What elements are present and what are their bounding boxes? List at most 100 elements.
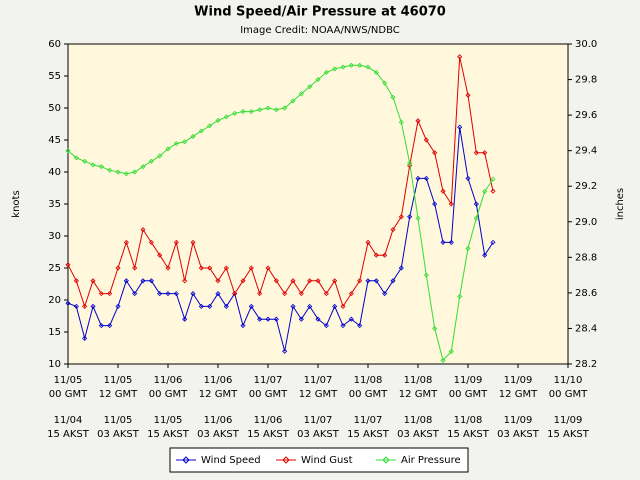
data-point: [157, 153, 163, 159]
x-local-tick-label: 11/07: [354, 415, 383, 426]
data-point: [140, 227, 146, 233]
data-point: [340, 323, 346, 329]
x-local-tick-label: 03 AKST: [97, 429, 140, 440]
data-point: [323, 69, 329, 76]
data-point: [232, 291, 238, 297]
y-axis-label: knots: [11, 190, 22, 217]
data-point: [340, 303, 346, 309]
data-point: [490, 188, 496, 194]
y-tick-label: 55: [48, 71, 61, 82]
data-point: [190, 239, 196, 245]
x-tick-label: 00 GMT: [49, 389, 88, 400]
x-local-tick-label: 03 AKST: [497, 429, 540, 440]
legend-label: Air Pressure: [401, 455, 461, 466]
y2-tick-label: 30.0: [575, 39, 597, 50]
data-point: [482, 150, 488, 156]
data-point: [432, 201, 438, 207]
data-point: [457, 124, 463, 130]
data-point: [240, 278, 246, 284]
legend-label: Wind Speed: [201, 455, 261, 466]
y2-tick-label: 28.8: [575, 252, 597, 263]
data-point: [173, 239, 179, 245]
data-point: [365, 278, 371, 284]
plot-area: [67, 43, 569, 365]
data-point: [482, 252, 488, 258]
x-local-tick-label: 11/05: [104, 415, 133, 426]
x-tick-label: 11/07: [254, 375, 283, 386]
x-local-tick-label: 15 AKST: [347, 429, 390, 440]
data-point: [332, 66, 338, 72]
data-point: [215, 278, 221, 284]
data-point: [123, 171, 129, 177]
data-point: [98, 291, 104, 297]
data-point: [298, 316, 304, 322]
x-tick-label: 11/10: [554, 375, 583, 386]
data-point: [448, 201, 454, 207]
data-point: [357, 278, 363, 284]
data-point: [132, 169, 138, 175]
data-point: [457, 54, 463, 60]
data-point: [173, 291, 179, 297]
data-point: [298, 291, 304, 297]
y2-tick-label: 28.6: [575, 288, 597, 299]
data-point: [440, 357, 446, 364]
data-point: [315, 76, 321, 83]
data-point: [165, 146, 171, 152]
data-point: [223, 114, 229, 120]
data-point: [257, 107, 263, 113]
data-point: [282, 105, 288, 111]
x-local-tick-label: 15 AKST: [47, 429, 90, 440]
data-point: [398, 214, 404, 220]
data-point: [73, 278, 79, 284]
x-tick-label: 00 GMT: [349, 389, 388, 400]
data-point: [190, 291, 196, 297]
x-tick-label: 11/08: [404, 375, 433, 386]
data-point: [473, 215, 479, 221]
data-point: [273, 107, 279, 113]
x-tick-label: 12 GMT: [299, 389, 338, 400]
data-point: [332, 278, 338, 284]
data-point: [148, 239, 154, 245]
data-point: [240, 323, 246, 329]
data-point: [107, 323, 113, 329]
y2-tick-label: 29.4: [575, 146, 597, 157]
data-point: [298, 91, 304, 97]
data-point: [140, 164, 146, 170]
data-point: [315, 278, 321, 284]
data-point: [390, 227, 396, 233]
data-point: [207, 123, 213, 129]
data-point: [323, 323, 329, 329]
y2-axis-label: inches: [615, 188, 626, 220]
y-tick-label: 60: [48, 39, 61, 50]
data-point: [348, 62, 354, 68]
data-point: [265, 316, 271, 322]
data-point: [473, 201, 479, 207]
data-point: [482, 188, 488, 195]
data-point: [432, 325, 438, 332]
x-local-tick-label: 11/07: [304, 415, 333, 426]
y2-tick-label: 29.8: [575, 75, 597, 86]
data-point: [348, 316, 354, 322]
x-tick-label: 00 GMT: [249, 389, 288, 400]
y-tick-label: 10: [48, 359, 61, 370]
data-point: [98, 323, 104, 329]
data-point: [240, 108, 246, 115]
data-point: [407, 163, 413, 169]
data-point: [390, 278, 396, 284]
data-point: [223, 303, 229, 309]
data-point: [198, 128, 204, 134]
data-point: [148, 158, 154, 164]
data-point: [65, 148, 71, 154]
data-point: [182, 139, 188, 145]
data-point: [290, 303, 296, 309]
x-tick-label: 12 GMT: [99, 389, 138, 400]
data-point: [332, 303, 338, 309]
data-point: [232, 110, 238, 116]
data-point: [415, 118, 421, 124]
chart-title: Wind Speed/Air Pressure at 46070: [194, 5, 446, 20]
data-point: [182, 278, 188, 284]
data-point: [165, 265, 171, 271]
x-local-tick-label: 11/09: [554, 415, 583, 426]
